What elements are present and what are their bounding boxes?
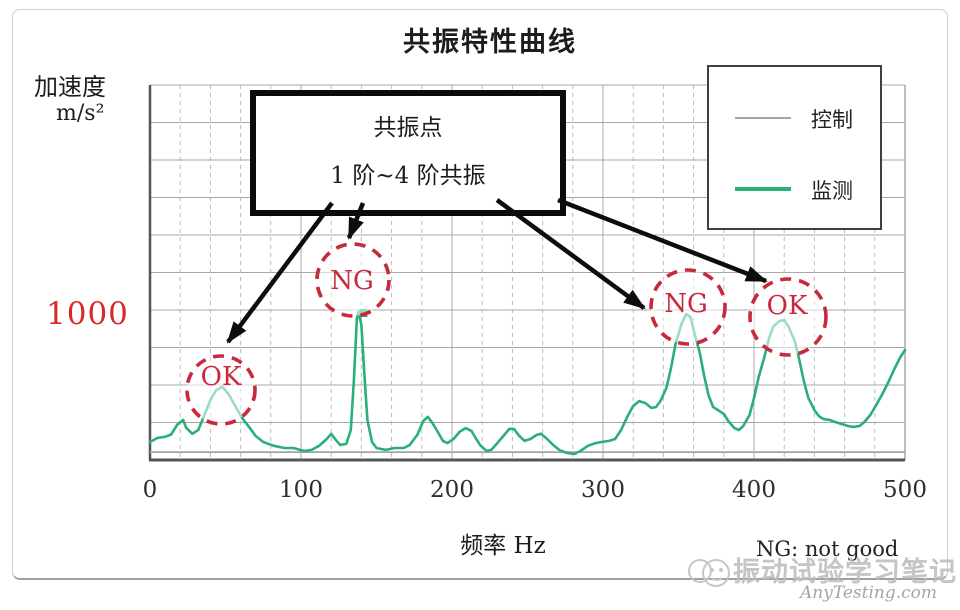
y-axis-tick-1000: 1000 [46, 296, 129, 332]
figure-border-frame [12, 9, 948, 580]
verdict-label-4-ok: OK [766, 291, 808, 321]
legend-line-monitor [735, 187, 791, 191]
watermark-text: 振动试验学习笔记 [733, 557, 957, 588]
x-tick-label-200: 200 [430, 477, 474, 503]
chart-title: 共振特性曲线 [403, 27, 577, 58]
y-axis-unit-label: m/s² [56, 101, 105, 126]
legend-box: 控制 监测 [707, 65, 882, 230]
verdict-label-3-ng: NG [664, 289, 708, 319]
x-axis-label: 频率 Hz [460, 533, 546, 559]
x-tick-label-100: 100 [279, 477, 323, 503]
resonance-callout-box: 共振点 1 阶~4 阶共振 [250, 90, 566, 216]
ng-footnote: NG: not good [756, 537, 899, 561]
watermark-site: AnyTesting.com [800, 583, 938, 603]
legend-line-control [735, 117, 791, 119]
peak-marker [359, 308, 368, 317]
x-tick-label-0: 0 [142, 477, 158, 503]
verdict-label-2-ng: NG [330, 266, 374, 296]
legend-label-control: 控制 [811, 108, 853, 132]
x-tick-label-500: 500 [883, 477, 927, 503]
verdict-label-1-ok: OK [200, 362, 242, 392]
y-axis-label: 加速度 [34, 73, 106, 101]
watermark-face-icon [688, 559, 730, 587]
callout-subtitle: 1 阶~4 阶共振 [330, 163, 486, 189]
callout-title: 共振点 [373, 115, 443, 141]
x-tick-label-400: 400 [732, 477, 776, 503]
legend-label-monitor: 监测 [811, 179, 853, 203]
x-tick-label-300: 300 [581, 477, 625, 503]
